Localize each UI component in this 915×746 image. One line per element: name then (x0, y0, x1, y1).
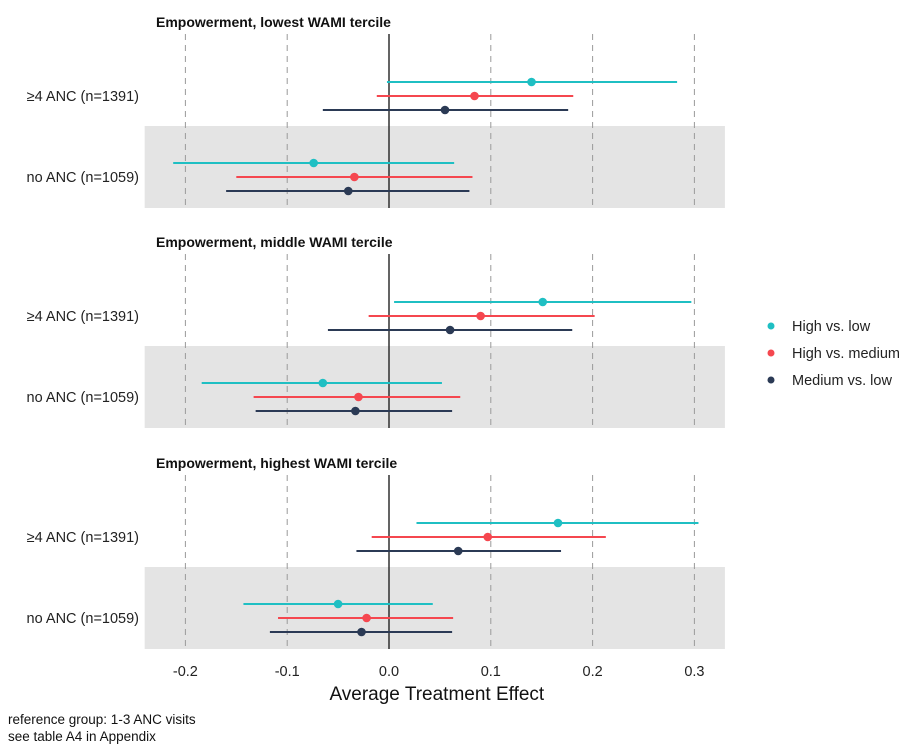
point-estimate (357, 627, 366, 637)
point-estimate (453, 546, 463, 556)
x-axis-title: Average Treatment Effect (329, 684, 544, 705)
point-estimate (343, 186, 353, 196)
point-estimate (527, 77, 536, 87)
x-tick-label: 0.2 (583, 664, 603, 680)
point-estimate (309, 158, 318, 168)
row-label: no ANC (n=1059) (27, 390, 139, 406)
point-estimate (470, 91, 479, 101)
legend-key (767, 349, 775, 357)
panel-title: Empowerment, lowest WAMI tercile (156, 14, 391, 30)
x-tick-label: 0.0 (379, 664, 399, 680)
caption-reference-group: reference group: 1-3 ANC visits (8, 712, 196, 727)
row-label: ≥4 ANC (n=1391) (27, 89, 139, 105)
x-tick-label: -0.1 (275, 664, 300, 680)
legend-label: High vs. medium (792, 346, 900, 362)
legend-label: Medium vs. low (792, 373, 892, 389)
x-tick-label: 0.3 (684, 664, 704, 680)
caption-see-table: see table A4 in Appendix (8, 729, 156, 744)
row-shade-band (144, 346, 725, 428)
x-tick-label: -0.2 (173, 664, 198, 680)
point-estimate (354, 392, 363, 402)
point-estimate (333, 599, 343, 609)
x-tick-label: 0.1 (481, 664, 501, 680)
row-label: no ANC (n=1059) (27, 611, 139, 627)
panel-title: Empowerment, highest WAMI tercile (156, 455, 397, 471)
point-estimate (553, 518, 563, 528)
legend-key (767, 322, 775, 330)
row-shade-band (144, 567, 725, 649)
point-estimate (318, 378, 328, 388)
legend-key (767, 376, 775, 384)
row-label: no ANC (n=1059) (27, 170, 139, 186)
point-estimate (483, 532, 493, 542)
point-estimate (440, 105, 450, 115)
point-estimate (350, 172, 359, 182)
point-estimate (476, 311, 485, 321)
row-label: ≥4 ANC (n=1391) (27, 530, 139, 546)
legend-label: High vs. low (792, 319, 871, 335)
panel-title: Empowerment, middle WAMI tercile (156, 234, 393, 250)
point-estimate (362, 613, 371, 623)
row-label: ≥4 ANC (n=1391) (27, 309, 139, 325)
point-estimate (351, 406, 360, 416)
point-estimate (538, 297, 548, 307)
row-shade-band (144, 126, 725, 208)
point-estimate (445, 325, 455, 335)
